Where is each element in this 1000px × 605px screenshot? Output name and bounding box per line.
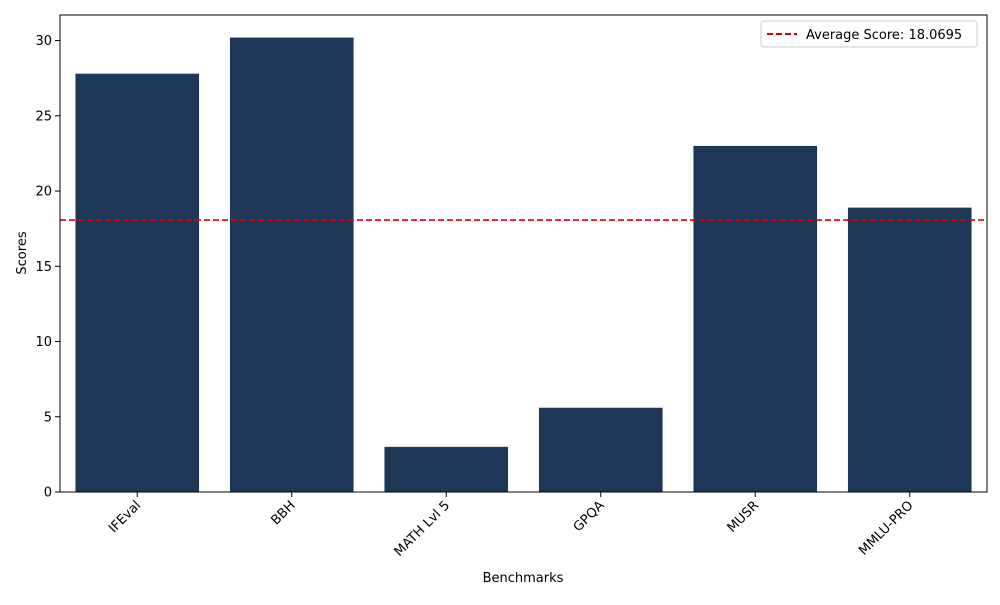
bar-ifeval — [75, 73, 200, 492]
y-tick-label: 10 — [35, 335, 52, 350]
y-ticks-group: 0 5 10 15 20 25 30 — [35, 34, 60, 501]
bar-mmlu-pro — [847, 207, 972, 492]
y-tick-label: 15 — [35, 260, 52, 275]
bar-gpqa — [538, 407, 663, 492]
bars-group — [75, 37, 972, 492]
y-tick-label: 30 — [35, 34, 52, 49]
bar-math-lvl-5 — [384, 446, 509, 492]
y-tick-label: 5 — [44, 410, 52, 425]
y-tick-label: 20 — [35, 185, 52, 200]
legend-box — [760, 20, 978, 48]
bar-bbh — [229, 37, 354, 492]
bar-musr — [693, 145, 818, 492]
legend: Average Score: 18.0695 — [760, 20, 978, 48]
axes-group — [59, 14, 988, 493]
x-tick-label: MUSR — [725, 498, 762, 535]
x-tick-label: MMLU-PRO — [856, 498, 916, 558]
y-tick-label: 25 — [35, 109, 52, 124]
legend-label: Average Score: 18.0695 — [806, 28, 962, 43]
x-tick-label: MATH Lvl 5 — [392, 498, 453, 559]
y-tick-label: 0 — [44, 486, 52, 501]
x-axis-label: Benchmarks — [483, 571, 564, 586]
x-tick-label: GPQA — [571, 498, 608, 535]
x-ticks-group: IFEval BBH MATH Lvl 5 GPQA MUSR MMLU-PRO — [106, 492, 917, 560]
plot-frame — [59, 14, 988, 493]
x-tick-label: BBH — [268, 498, 298, 528]
y-axis-label: Scores — [15, 231, 30, 274]
x-tick-label: IFEval — [106, 498, 144, 536]
